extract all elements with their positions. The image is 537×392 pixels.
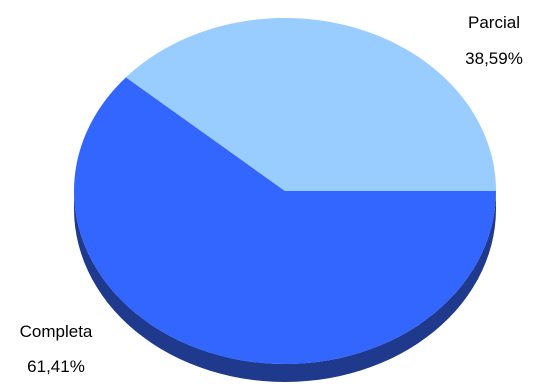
completa-name-label: Completa [20, 322, 93, 341]
pie-slice-completa [74, 77, 496, 364]
pie-slice-parcial [125, 18, 496, 191]
completa-label: Completa 61,41% [20, 322, 93, 376]
parcial-label: Parcial 38,59% [465, 13, 523, 68]
completa-percent-label: 61,41% [27, 357, 85, 376]
parcial-percent-label: 38,59% [465, 49, 523, 68]
parcial-name-label: Parcial [468, 13, 520, 32]
pie-slices [74, 18, 496, 382]
